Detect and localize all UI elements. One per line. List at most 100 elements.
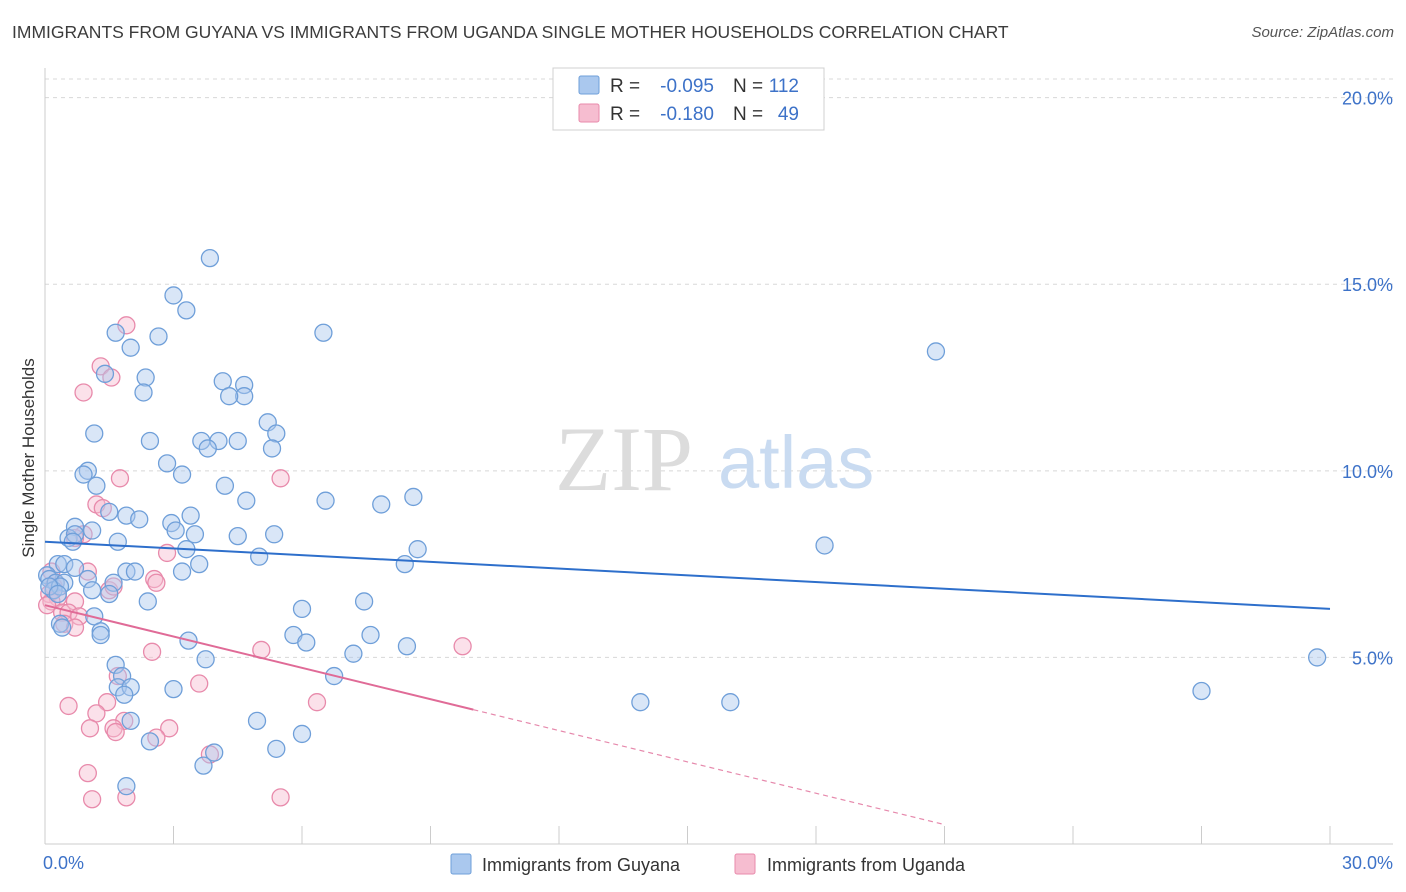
x-tick-label-min: 0.0%: [43, 853, 84, 873]
uganda-point: [65, 618, 85, 637]
guyana-point: [314, 323, 333, 342]
guyana-point: [297, 633, 316, 652]
y-axis-label: Single Mother Households: [19, 358, 38, 557]
guyana-point: [134, 383, 153, 402]
guyana-point: [235, 387, 254, 406]
guyana-point: [172, 562, 192, 581]
legend-r-label-uganda: R =: [610, 104, 640, 125]
uganda-point: [307, 693, 327, 712]
guyana-point: [205, 743, 224, 762]
guyana-point: [292, 599, 312, 619]
legend-r-value-guyana: -0.095: [660, 76, 714, 97]
guyana-point: [247, 711, 267, 731]
uganda-point: [147, 573, 166, 592]
guyana-point: [228, 526, 247, 546]
guyana-point: [172, 465, 192, 484]
chart-title: IMMIGRANTS FROM GUYANA VS IMMIGRANTS FRO…: [12, 22, 1009, 42]
source-credit: Source: ZipAtlas.com: [1251, 24, 1394, 41]
guyana-point: [140, 732, 160, 751]
guyana-point: [220, 387, 239, 406]
guyana-point: [404, 487, 423, 507]
uganda-point: [190, 674, 209, 693]
gridlines: [45, 78, 1393, 658]
guyana-point: [85, 424, 104, 443]
guyana-point: [631, 693, 650, 712]
guyana-point: [108, 678, 127, 697]
uganda-point: [160, 719, 179, 738]
guyana-point: [395, 554, 414, 574]
uganda-point: [453, 637, 472, 656]
legend-swatch-guyana: [578, 75, 600, 95]
legend-r-label-guyana: R =: [610, 76, 640, 97]
guyana-point: [292, 724, 312, 744]
guyana-point: [121, 711, 140, 731]
guyana-point: [117, 777, 136, 796]
guyana-point: [316, 491, 335, 510]
guyana-point: [138, 592, 157, 611]
guyana-point: [82, 581, 102, 600]
series-legend-swatch-uganda: [734, 853, 756, 875]
y-tick-labels: 5.0% 10.0% 15.0% 20.0%: [1342, 89, 1393, 669]
guyana-point: [157, 454, 177, 473]
uganda-point: [59, 696, 78, 716]
guyana-point: [250, 547, 269, 566]
guyana-point: [196, 650, 215, 669]
uganda-point: [78, 763, 97, 783]
guyana-point: [361, 625, 380, 645]
guyana-points: [37, 248, 1327, 796]
guyana-point: [181, 506, 200, 525]
guyana-point: [354, 592, 374, 611]
guyana-point: [100, 502, 119, 522]
x-tick-labels: 0.0% 30.0%: [43, 853, 1393, 873]
series-legend-swatch-guyana: [450, 853, 472, 875]
watermark-atlas: atlas: [718, 421, 874, 504]
correlation-legend: R = -0.095 N = 112 R = -0.180 N = 49: [552, 67, 825, 131]
guyana-point: [74, 465, 93, 484]
series-legend: Immigrants from Guyana Immigrants from U…: [450, 853, 966, 875]
guyana-point: [185, 525, 205, 544]
guyana-point: [52, 618, 72, 637]
guyana-point: [190, 554, 209, 574]
guyana-point: [130, 510, 149, 529]
guyana-point: [267, 424, 286, 443]
guyana-point: [408, 540, 427, 559]
guyana-point: [125, 562, 145, 581]
guyana-point: [106, 323, 125, 342]
guyana-point: [209, 431, 228, 451]
guyana-point: [48, 554, 67, 574]
uganda-point: [117, 316, 136, 335]
uganda-trend-line: [44, 604, 474, 711]
guyana-point: [164, 679, 183, 699]
y-tick-label: 5.0%: [1352, 648, 1393, 668]
uganda-point: [82, 790, 102, 809]
uganda-trend-extension: [473, 709, 945, 826]
legend-r-value-uganda: -0.180: [660, 104, 714, 125]
guyana-point: [78, 569, 97, 589]
guyana-point: [194, 756, 213, 775]
guyana-point: [63, 532, 82, 551]
guyana-point: [815, 536, 834, 555]
guyana-point: [82, 521, 102, 540]
y-tick-label: 20.0%: [1342, 89, 1393, 109]
guyana-point: [1308, 648, 1327, 667]
guyana-point: [55, 554, 74, 574]
trend-lines: [44, 540, 1331, 826]
guyana-point: [1192, 681, 1211, 701]
uganda-point: [106, 722, 125, 742]
uganda-point: [80, 719, 100, 738]
legend-n-value-uganda: 49: [778, 104, 799, 125]
guyana-point: [149, 327, 168, 346]
guyana-point: [108, 532, 127, 551]
uganda-point: [97, 693, 117, 712]
legend-swatch-uganda: [578, 103, 600, 123]
guyana-point: [95, 364, 115, 383]
guyana-point: [228, 431, 247, 451]
guyana-point: [87, 476, 106, 495]
guyana-point: [397, 637, 417, 656]
guyana-point: [198, 439, 217, 458]
uganda-point: [271, 469, 290, 488]
guyana-point: [65, 517, 85, 536]
guyana-trend-line: [44, 540, 1331, 610]
y-tick-label: 15.0%: [1342, 275, 1393, 295]
